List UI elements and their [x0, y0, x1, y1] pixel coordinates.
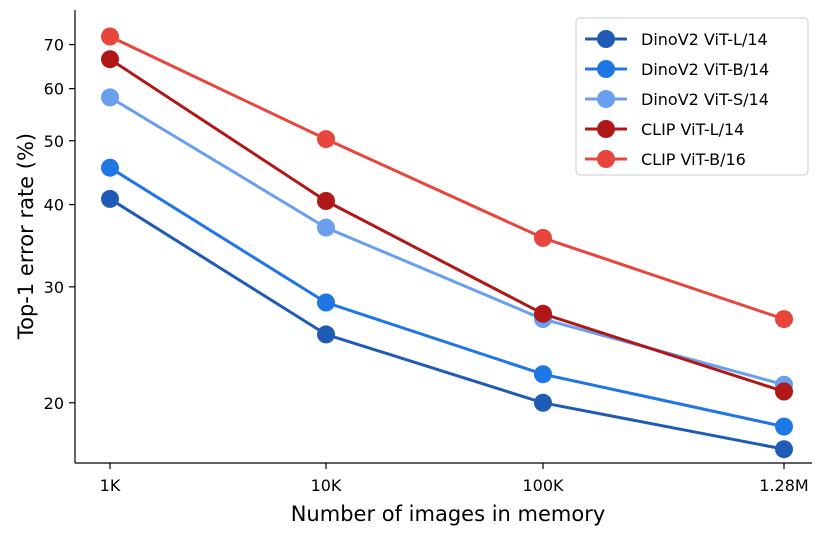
- legend-item: DinoV2 ViT-B/14: [585, 60, 769, 79]
- data-point: [775, 310, 793, 329]
- legend-items: DinoV2 ViT-L/14 DinoV2 ViT-B/14 DinoV2 ViT…: [585, 30, 769, 169]
- legend-marker: [597, 30, 615, 48]
- series: [101, 50, 793, 401]
- legend-item: CLIP ViT-B/16: [585, 150, 746, 169]
- x-tick-label: 10K: [311, 476, 342, 495]
- legend-marker: [597, 60, 615, 78]
- axes: [74, 10, 812, 464]
- series-layer: [101, 27, 793, 459]
- series-line: [109, 35, 785, 321]
- x-tick-label: 1K: [100, 476, 121, 495]
- legend-item: DinoV2 ViT-L/14: [585, 30, 768, 49]
- y-ticks: 20 30 40 50 60 70: [44, 36, 75, 413]
- x-tick-label: 100K: [522, 476, 564, 495]
- y-tick-label: 30: [44, 278, 64, 297]
- legend-label: DinoV2 ViT-B/14: [641, 60, 769, 79]
- x-tick-label: 1.28M: [759, 476, 808, 495]
- legend-label: DinoV2 ViT-L/14: [641, 30, 768, 49]
- data-point: [775, 382, 793, 401]
- series-line: [109, 166, 785, 429]
- data-point: [101, 50, 119, 69]
- series-line: [109, 197, 785, 451]
- legend-label: DinoV2 ViT-S/14: [641, 90, 769, 109]
- y-tick-label: 40: [44, 196, 64, 215]
- data-point: [775, 417, 793, 436]
- data-point: [317, 293, 335, 312]
- legend-item: CLIP ViT-L/14: [585, 120, 744, 139]
- data-point: [534, 304, 552, 323]
- series: [101, 189, 793, 459]
- series: [101, 158, 793, 436]
- legend-item: DinoV2 ViT-S/14: [585, 90, 769, 109]
- data-point: [101, 158, 119, 177]
- y-axis-label: Top-1 error rate (%): [14, 133, 38, 340]
- legend-frame: [575, 17, 809, 176]
- legend-marker: [597, 120, 615, 138]
- y-tick-label: 50: [44, 132, 64, 151]
- legend-marker: [597, 150, 615, 168]
- legend-marker: [597, 90, 615, 108]
- data-point: [101, 88, 119, 107]
- legend: DinoV2 ViT-L/14 DinoV2 ViT-B/14 DinoV2 ViT…: [575, 17, 809, 176]
- y-tick-label: 60: [44, 80, 64, 99]
- legend-label: CLIP ViT-B/16: [641, 150, 746, 169]
- data-point: [775, 440, 793, 459]
- legend-label: CLIP ViT-L/14: [641, 120, 744, 139]
- data-point: [534, 228, 552, 247]
- data-point: [534, 393, 552, 412]
- x-ticks: 1K 10K 100K 1.28M: [100, 463, 809, 495]
- data-point: [317, 218, 335, 237]
- data-point: [101, 189, 119, 208]
- data-point: [101, 27, 119, 46]
- x-axis-label: Number of images in memory: [291, 502, 606, 526]
- y-tick-label: 20: [44, 394, 64, 413]
- data-point: [317, 192, 335, 210]
- series: [101, 27, 793, 329]
- data-point: [534, 365, 552, 384]
- data-point: [317, 130, 335, 149]
- y-tick-label: 70: [44, 36, 64, 55]
- series-line: [109, 57, 785, 393]
- data-point: [317, 325, 335, 344]
